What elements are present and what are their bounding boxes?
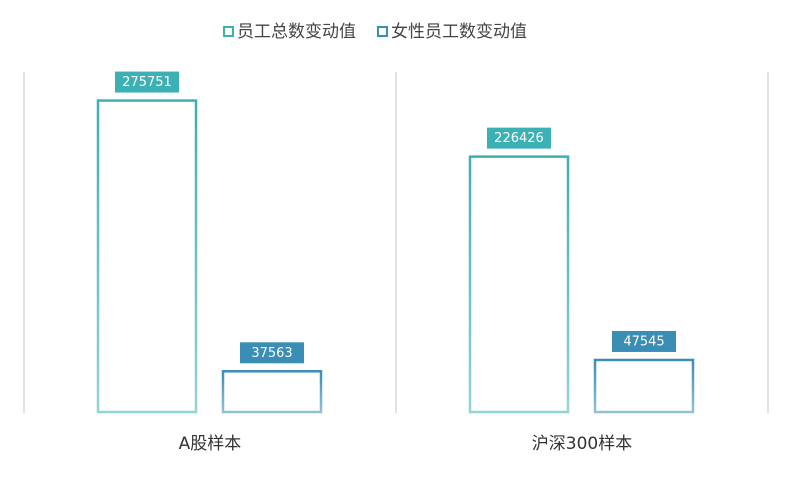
x-tick-label: 沪深300样本 [532,434,632,454]
legend-swatch [223,26,234,37]
x-tick-label: A股样本 [179,434,242,454]
legend-swatch [377,26,388,37]
data-label: 47545 [623,334,664,349]
bar [96,99,198,414]
data-label-box [240,342,304,364]
bar [468,155,570,414]
data-label: 37563 [251,346,292,361]
data-label: 275751 [122,75,172,90]
legend-label: 员工总数变动值 [237,22,356,42]
data-label-box [612,330,676,352]
bar [593,358,695,414]
data-label-box [115,71,179,93]
data-label: 226426 [494,131,544,146]
legend-label: 女性员工数变动值 [391,22,527,42]
legend: 员工总数变动值 女性员工数变动值 [223,22,527,42]
data-label-box [487,127,551,149]
bar [221,370,323,414]
